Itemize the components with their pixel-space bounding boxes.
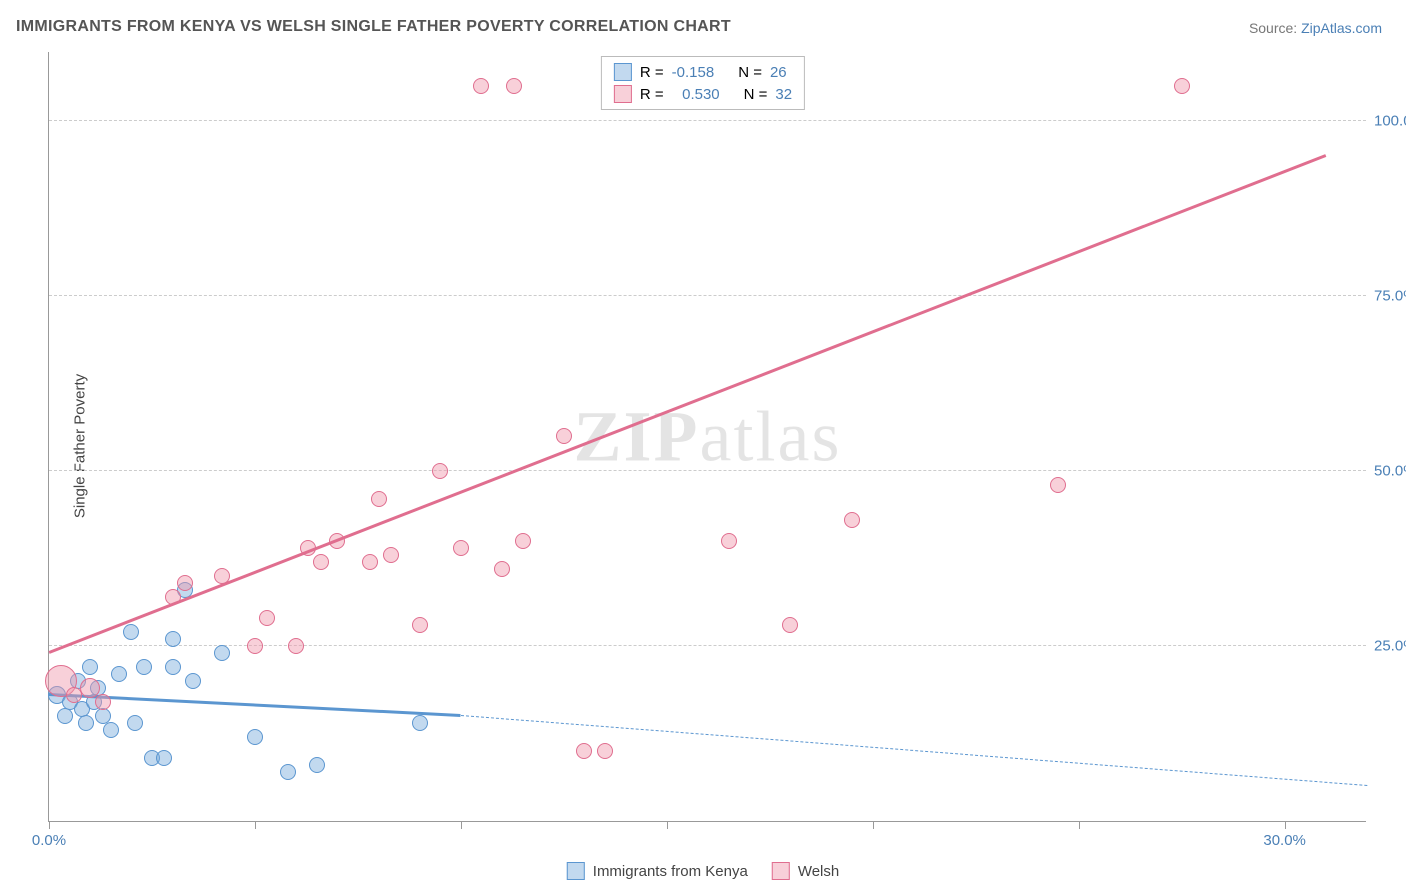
data-point bbox=[412, 715, 428, 731]
x-tick bbox=[873, 821, 874, 829]
r-value-kenya: -0.158 bbox=[672, 64, 715, 81]
x-tick bbox=[1079, 821, 1080, 829]
watermark-bold: ZIP bbox=[574, 396, 700, 476]
swatch-kenya-bottom bbox=[567, 862, 585, 880]
swatch-welsh-bottom bbox=[772, 862, 790, 880]
data-point bbox=[309, 757, 325, 773]
data-point bbox=[156, 750, 172, 766]
data-point bbox=[78, 715, 94, 731]
data-point bbox=[844, 512, 860, 528]
data-point bbox=[165, 659, 181, 675]
n-label: N = bbox=[738, 64, 762, 81]
data-point bbox=[556, 428, 572, 444]
legend-item-welsh: Welsh bbox=[772, 862, 839, 880]
y-tick-label: 50.0% bbox=[1374, 463, 1406, 480]
data-point bbox=[177, 575, 193, 591]
data-point bbox=[362, 554, 378, 570]
chart-title: IMMIGRANTS FROM KENYA VS WELSH SINGLE FA… bbox=[16, 18, 731, 36]
source-attribution: Source: ZipAtlas.com bbox=[1249, 20, 1382, 36]
correlation-legend: R = -0.158 N = 26 R = 0.530 N = 32 bbox=[601, 56, 805, 110]
data-point bbox=[95, 694, 111, 710]
scatter-plot-area: ZIPatlas 25.0%50.0%75.0%100.0%0.0%30.0% bbox=[48, 52, 1366, 822]
data-point bbox=[82, 659, 98, 675]
series-label-welsh: Welsh bbox=[798, 863, 839, 880]
r-label: R = bbox=[640, 64, 664, 81]
data-point bbox=[247, 638, 263, 654]
source-link[interactable]: ZipAtlas.com bbox=[1301, 20, 1382, 36]
watermark-rest: atlas bbox=[700, 396, 842, 476]
y-tick-label: 25.0% bbox=[1374, 638, 1406, 655]
data-point bbox=[280, 764, 296, 780]
data-point bbox=[597, 743, 613, 759]
legend-row-welsh: R = 0.530 N = 32 bbox=[614, 83, 792, 105]
gridline bbox=[49, 470, 1366, 471]
n-label: N = bbox=[744, 86, 768, 103]
data-point bbox=[136, 659, 152, 675]
watermark: ZIPatlas bbox=[574, 395, 842, 478]
data-point bbox=[515, 533, 531, 549]
data-point bbox=[103, 722, 119, 738]
gridline bbox=[49, 295, 1366, 296]
data-point bbox=[127, 715, 143, 731]
n-value-kenya: 26 bbox=[770, 64, 787, 81]
data-point bbox=[288, 638, 304, 654]
data-point bbox=[576, 743, 592, 759]
data-point bbox=[494, 561, 510, 577]
x-tick bbox=[667, 821, 668, 829]
data-point bbox=[123, 624, 139, 640]
legend-row-kenya: R = -0.158 N = 26 bbox=[614, 61, 792, 83]
data-point bbox=[721, 533, 737, 549]
data-point bbox=[432, 463, 448, 479]
series-label-kenya: Immigrants from Kenya bbox=[593, 863, 748, 880]
data-point bbox=[1174, 78, 1190, 94]
legend-item-kenya: Immigrants from Kenya bbox=[567, 862, 748, 880]
swatch-kenya bbox=[614, 63, 632, 81]
y-tick-label: 100.0% bbox=[1374, 113, 1406, 130]
x-tick-label: 30.0% bbox=[1263, 832, 1306, 849]
data-point bbox=[165, 631, 181, 647]
data-point bbox=[383, 547, 399, 563]
data-point bbox=[782, 617, 798, 633]
data-point bbox=[214, 645, 230, 661]
data-point bbox=[371, 491, 387, 507]
x-tick bbox=[1285, 821, 1286, 829]
data-point bbox=[247, 729, 263, 745]
x-tick-label: 0.0% bbox=[32, 832, 66, 849]
regression-line bbox=[49, 154, 1327, 653]
r-label: R = bbox=[640, 86, 664, 103]
data-point bbox=[453, 540, 469, 556]
data-point bbox=[185, 673, 201, 689]
data-point bbox=[1050, 477, 1066, 493]
data-point bbox=[506, 78, 522, 94]
swatch-welsh bbox=[614, 85, 632, 103]
x-tick bbox=[49, 821, 50, 829]
data-point bbox=[412, 617, 428, 633]
regression-line bbox=[49, 693, 461, 716]
source-prefix: Source: bbox=[1249, 20, 1301, 36]
data-point bbox=[57, 708, 73, 724]
gridline bbox=[49, 120, 1366, 121]
n-value-welsh: 32 bbox=[775, 86, 792, 103]
data-point bbox=[313, 554, 329, 570]
y-tick-label: 75.0% bbox=[1374, 288, 1406, 305]
x-tick bbox=[255, 821, 256, 829]
data-point bbox=[259, 610, 275, 626]
series-legend: Immigrants from Kenya Welsh bbox=[567, 862, 839, 880]
x-tick bbox=[461, 821, 462, 829]
data-point bbox=[473, 78, 489, 94]
data-point bbox=[111, 666, 127, 682]
r-value-welsh: 0.530 bbox=[672, 86, 720, 103]
